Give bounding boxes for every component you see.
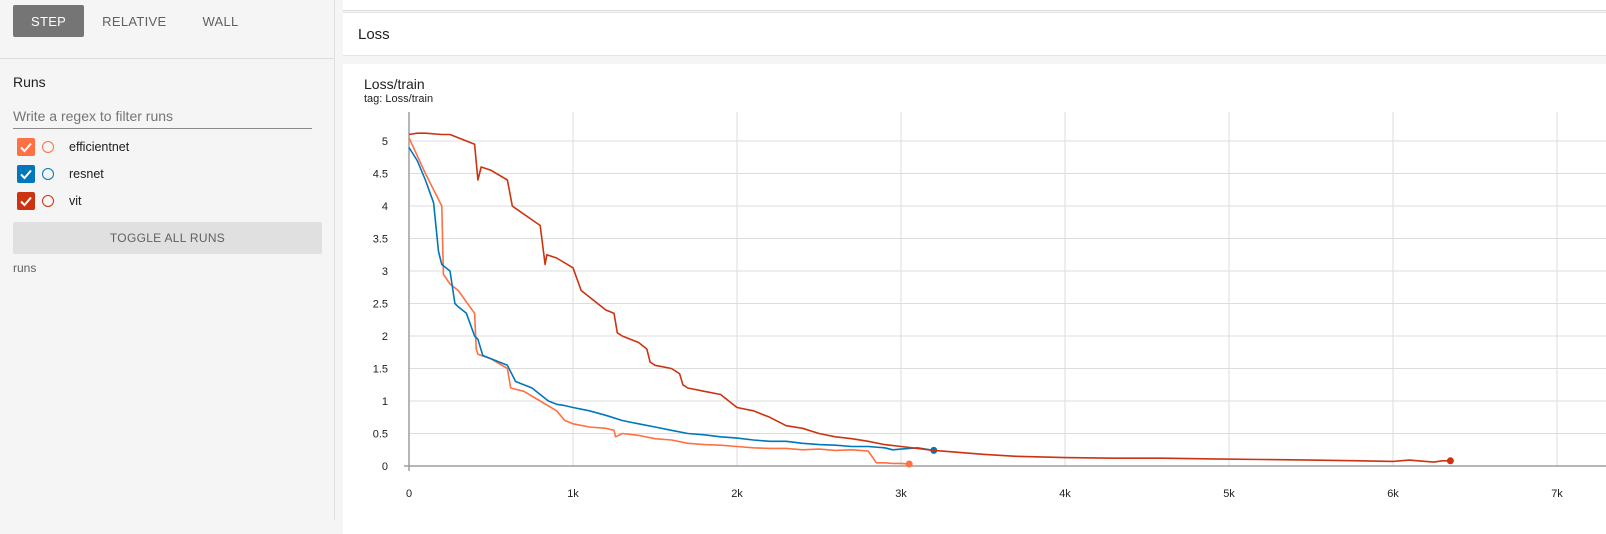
y-tick-label: 2 [382, 331, 388, 343]
x-tick-label: 2k [731, 488, 743, 500]
y-tick-label: 4.5 [373, 169, 388, 181]
y-tick-label: 1.5 [373, 364, 388, 376]
group-title: Loss [358, 26, 390, 43]
run-label: vit [69, 194, 82, 208]
y-tick-label: 3 [382, 266, 388, 278]
series-endpoint-efficientnet [905, 460, 913, 468]
chart-card: Loss/train tag: Loss/train 0 1k 2k 3k 4k 5k 6k… [343, 64, 1606, 534]
check-icon [20, 196, 32, 207]
x-tick-label: 4k [1059, 488, 1071, 500]
xaxis-type-selector: STEP RELATIVE WALL [13, 5, 257, 37]
toggle-all-runs-button[interactable]: TOGGLE ALL RUNS [13, 222, 322, 254]
runs-heading: Runs [13, 74, 46, 90]
run-checkbox[interactable] [17, 165, 35, 183]
x-tick-label: 3k [895, 488, 907, 500]
y-tick-label: 2.5 [373, 299, 388, 311]
sidebar: STEP RELATIVE WALL Runs efficientnet res… [0, 0, 335, 520]
run-color-swatch[interactable] [42, 168, 54, 180]
run-label: efficientnet [69, 140, 130, 154]
run-checkbox[interactable] [17, 192, 35, 210]
xaxis-step-button[interactable]: STEP [13, 5, 85, 37]
chart-title: Loss/train [364, 76, 425, 92]
series-endpoint-vit [1446, 457, 1454, 465]
run-checkbox[interactable] [17, 138, 35, 156]
y-tick-label: 0.5 [373, 429, 388, 441]
main-panel: Loss Loss/train tag: Loss/train 0 1k 2k 3k 4… [343, 0, 1606, 534]
x-tick-label: 7k [1551, 488, 1563, 500]
run-color-swatch[interactable] [42, 141, 54, 153]
divider [0, 58, 334, 59]
y-tick-label: 0 [382, 461, 388, 473]
check-icon [20, 142, 32, 153]
chart-tag: tag: Loss/train [364, 93, 434, 105]
run-item-efficientnet[interactable]: efficientnet [17, 137, 129, 157]
xaxis-wall-button[interactable]: WALL [202, 13, 239, 29]
series-line-resnet [408, 147, 934, 452]
x-tick-label: 0 [406, 488, 412, 500]
previous-group-card [343, 0, 1606, 11]
run-item-vit[interactable]: vit [17, 191, 82, 211]
x-tick-label: 6k [1387, 488, 1399, 500]
run-filter-input[interactable] [13, 104, 312, 129]
xaxis-relative-button[interactable]: RELATIVE [102, 13, 167, 29]
y-tick-label: 3.5 [373, 234, 388, 246]
series-line-vit [408, 132, 1451, 463]
x-tick-label: 5k [1223, 488, 1235, 500]
y-tick-label: 4 [382, 201, 388, 213]
x-tick-label: 1k [567, 488, 579, 500]
run-label: resnet [69, 167, 104, 181]
runs-directory-label: runs [13, 261, 37, 275]
y-tick-label: 1 [382, 396, 388, 408]
loss-train-chart[interactable]: 0 1k 2k 3k 4k 5k 6k 7k 0 0.5 1 1.5 2 2.5 3 3.5 4 4.5 5 [343, 64, 1606, 520]
group-header-loss[interactable]: Loss [343, 12, 1606, 56]
series-line-efficientnet [408, 137, 910, 465]
run-item-resnet[interactable]: resnet [17, 164, 104, 184]
run-color-swatch[interactable] [42, 195, 54, 207]
y-tick-label: 5 [382, 136, 388, 148]
check-icon [20, 169, 32, 180]
